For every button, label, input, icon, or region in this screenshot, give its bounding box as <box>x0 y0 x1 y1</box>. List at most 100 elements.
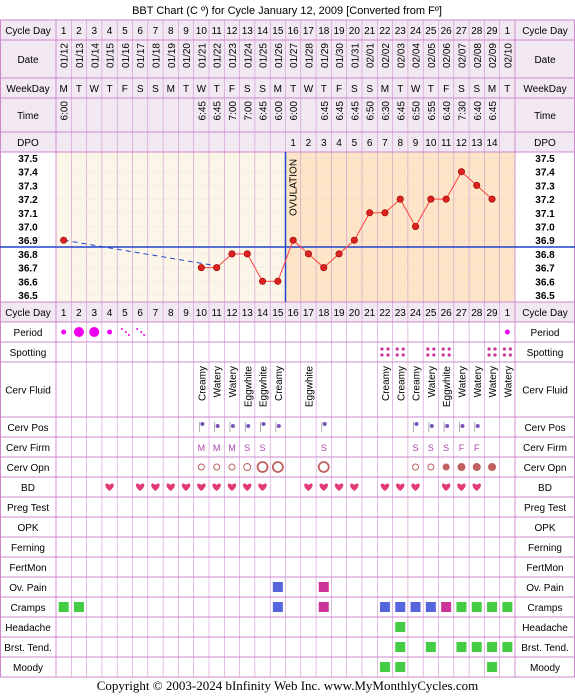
date-label: 01/19 <box>167 43 178 68</box>
temp-line-segment <box>353 212 371 241</box>
cycle-day-number: 1 <box>505 308 511 319</box>
date-label: 01/31 <box>350 43 361 68</box>
period-dot <box>120 328 123 330</box>
bd-heart-icon <box>135 483 145 491</box>
temp-point <box>442 195 450 203</box>
cycle-day-number: 26 <box>441 26 453 37</box>
row-label-left-fertmon: FertMon <box>9 563 46 574</box>
weekday-label: F <box>336 84 342 95</box>
weekday-label: F <box>229 84 235 95</box>
cerv-fluid-label: Creamy <box>274 366 285 401</box>
dpo-number: 2 <box>306 138 312 149</box>
temp-point <box>488 195 496 203</box>
temp-point <box>381 209 389 217</box>
time-label: 6:50 <box>412 101 423 121</box>
cycle-day-number: 17 <box>303 26 315 37</box>
cycle-day-number: 27 <box>456 26 468 37</box>
spotting-dot <box>447 353 451 357</box>
time-label: 6:45 <box>335 101 346 121</box>
date-label: 01/28 <box>304 43 315 68</box>
row-label-left-date: Date <box>17 55 39 66</box>
cycle-day-number: 1 <box>61 308 67 319</box>
header-band <box>0 20 575 40</box>
cycle-day-number: 10 <box>196 26 208 37</box>
spotting-dot <box>487 347 491 351</box>
weekday-label: T <box>183 84 189 95</box>
date-label: 01/29 <box>320 43 331 68</box>
cramps-marker <box>487 602 498 612</box>
row-label-right-brst_tend: Brst. Tend. <box>521 643 569 654</box>
bd-heart-icon <box>396 483 405 491</box>
cycle-day-number: 26 <box>441 308 453 319</box>
row-label-right-moody: Moody <box>530 663 560 674</box>
cycle-day-number: 2 <box>76 308 82 319</box>
weekday-label: W <box>197 84 207 95</box>
cycle-day-number: 4 <box>107 308 113 319</box>
temp-line-segment <box>277 240 294 282</box>
dpo-number: 14 <box>486 138 498 149</box>
cerv-pos-dot <box>230 424 235 428</box>
row-label-left-moody: Moody <box>13 663 43 674</box>
weekday-label: T <box>428 84 434 95</box>
cerv-fluid-label: Creamy <box>396 366 407 401</box>
weekday-label: M <box>59 84 67 95</box>
date-label: 02/05 <box>427 43 438 68</box>
date-label: 01/25 <box>259 43 270 68</box>
weekday-label: T <box>290 84 296 95</box>
row-label-right-cerv_opn: Cerv Opn <box>524 463 567 474</box>
date-label: 02/04 <box>412 43 423 68</box>
time-label: 6:40 <box>442 101 453 121</box>
bd-heart-icon <box>105 483 114 491</box>
cycle-day-number: 1 <box>61 26 67 37</box>
row-label-left-period: Period <box>14 328 43 339</box>
dpo-number: 6 <box>367 138 373 149</box>
row-label-right-bd: BD <box>538 483 552 494</box>
cycle-day-number: 6 <box>137 308 143 319</box>
time-label: 6:00 <box>274 101 285 121</box>
cycle-day-number: 12 <box>226 26 238 37</box>
cerv-opn-circle <box>256 461 269 473</box>
cycle-day-number: 1 <box>505 26 511 37</box>
y-tick-label-right: 36.8 <box>535 250 555 261</box>
cerv-firm-letter: S <box>413 443 419 453</box>
cerv-fluid-label: Creamy <box>412 366 423 401</box>
row-label-right-cycle_day: Cycle Day <box>522 308 568 319</box>
spotting-dot <box>432 347 436 351</box>
breast-tenderness-marker <box>425 642 436 652</box>
cerv-opn-circle <box>243 463 252 471</box>
row-label-right-spotting: Spotting <box>527 348 564 359</box>
cerv-opn-circle <box>472 463 481 471</box>
spotting-dot <box>380 353 384 357</box>
cerv-fluid-label: Eggwhite <box>259 366 270 408</box>
weekday-label: S <box>458 84 465 95</box>
temp-point <box>289 236 297 244</box>
cerv-opn-circle <box>213 463 221 471</box>
date-label: 01/23 <box>228 43 239 68</box>
spotting-dot <box>426 347 430 351</box>
dpo-number: 4 <box>336 138 342 149</box>
cerv-firm-letter: S <box>244 443 250 453</box>
cerv-firm-letter: M <box>213 443 221 453</box>
row-label-right-cycle_day: Cycle Day <box>522 26 568 37</box>
date-label: 02/08 <box>473 43 484 68</box>
y-tick-label-left: 37.5 <box>18 154 38 165</box>
period-dot <box>140 331 143 333</box>
weekday-label: S <box>244 84 251 95</box>
cycle-day-number: 11 <box>211 308 222 319</box>
cycle-day-number: 15 <box>272 26 284 37</box>
temp-line-segment <box>415 198 432 227</box>
date-label: 01/14 <box>90 43 101 68</box>
dpo-number: 7 <box>382 138 388 149</box>
y-tick-label-left: 36.7 <box>18 264 38 275</box>
cycle-day-number: 4 <box>107 26 113 37</box>
bd-heart-icon <box>350 483 359 491</box>
temp-point <box>366 209 374 217</box>
cerv-fluid-label: Creamy <box>381 366 392 401</box>
cerv-fluid-label: Watery <box>228 366 239 397</box>
spotting-dot <box>395 347 399 351</box>
spotting-dot <box>493 353 497 357</box>
time-label: 6:00 <box>289 101 300 121</box>
time-label: 6:45 <box>396 101 407 121</box>
row-label-left-dpo: DPO <box>17 138 39 149</box>
cycle-day-number: 8 <box>168 308 174 319</box>
